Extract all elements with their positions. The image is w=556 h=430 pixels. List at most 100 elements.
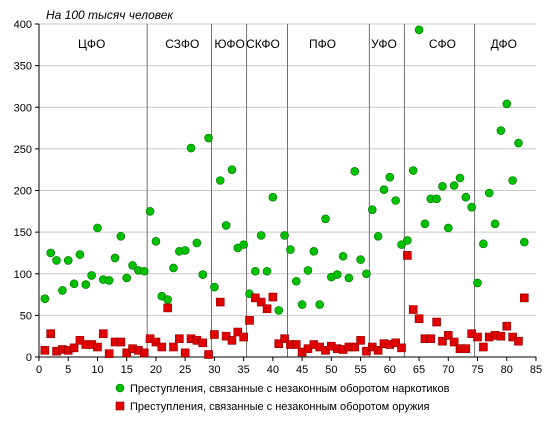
data-point bbox=[280, 334, 289, 343]
data-point bbox=[52, 256, 61, 265]
data-point bbox=[473, 332, 482, 342]
data-point bbox=[496, 126, 506, 135]
data-point bbox=[175, 334, 184, 343]
data-point bbox=[514, 138, 523, 148]
data-point bbox=[420, 219, 430, 229]
data-point bbox=[350, 342, 360, 352]
data-point bbox=[379, 185, 389, 194]
data-point bbox=[338, 251, 348, 261]
x-tick-label: 75 bbox=[471, 364, 483, 376]
data-point bbox=[484, 188, 494, 198]
data-point bbox=[520, 237, 529, 247]
region-dividers: ЦФО СЗФО ЮФО СКФО ПФО УФО СФО ДФО bbox=[78, 24, 517, 357]
legend: Преступления, связанные с незаконным обо… bbox=[115, 383, 450, 413]
data-point bbox=[151, 236, 161, 246]
data-point bbox=[75, 250, 85, 259]
data-point bbox=[256, 231, 266, 240]
data-point bbox=[169, 263, 178, 273]
data-point bbox=[467, 202, 476, 212]
region-label: ЦФО bbox=[78, 37, 105, 51]
y-tick-label: 400 bbox=[14, 19, 32, 31]
data-point bbox=[414, 314, 424, 324]
y-tick-label: 0 bbox=[26, 352, 32, 364]
data-point bbox=[145, 207, 155, 216]
series-weapons bbox=[40, 251, 529, 359]
x-tick-label: 60 bbox=[384, 364, 396, 376]
data-point bbox=[408, 305, 418, 314]
data-point bbox=[87, 271, 96, 280]
data-point bbox=[514, 336, 523, 346]
data-point bbox=[391, 338, 400, 348]
data-point bbox=[99, 329, 108, 338]
data-point bbox=[104, 349, 114, 358]
data-point bbox=[40, 294, 50, 304]
data-point bbox=[192, 238, 202, 248]
x-tick-label: 30 bbox=[208, 364, 220, 376]
x-tick-label: 50 bbox=[325, 364, 337, 376]
data-point bbox=[180, 246, 190, 255]
data-point bbox=[373, 231, 383, 241]
data-point bbox=[210, 282, 219, 292]
data-point bbox=[245, 316, 254, 325]
legend-marker bbox=[115, 401, 125, 411]
data-point bbox=[198, 338, 208, 348]
data-point bbox=[116, 231, 126, 241]
data-point bbox=[69, 343, 79, 353]
data-point bbox=[280, 231, 289, 240]
data-point bbox=[414, 25, 424, 35]
data-point bbox=[356, 255, 365, 264]
data-point bbox=[403, 251, 412, 260]
data-point bbox=[332, 270, 342, 279]
data-point bbox=[122, 273, 132, 283]
data-point bbox=[397, 343, 406, 353]
data-point bbox=[227, 336, 237, 345]
region-label: СФО bbox=[429, 37, 456, 51]
data-point bbox=[274, 339, 284, 348]
data-point bbox=[373, 346, 383, 355]
x-tick-label: 15 bbox=[121, 364, 133, 376]
data-point bbox=[502, 99, 512, 109]
x-tick-label: 70 bbox=[442, 364, 454, 376]
x-tick-label: 25 bbox=[179, 364, 191, 376]
data-point bbox=[291, 276, 301, 286]
y-tick-label: 250 bbox=[14, 144, 32, 156]
data-point bbox=[81, 280, 91, 289]
data-point bbox=[227, 165, 237, 174]
x-tick-label: 35 bbox=[238, 364, 250, 376]
data-point bbox=[58, 286, 67, 295]
data-point bbox=[63, 256, 73, 265]
data-point bbox=[215, 297, 225, 307]
x-tick-label: 0 bbox=[36, 364, 42, 376]
x-tick-label: 65 bbox=[413, 364, 425, 376]
data-point bbox=[204, 350, 213, 359]
data-point bbox=[473, 278, 482, 288]
data-point bbox=[204, 133, 213, 143]
data-point bbox=[274, 306, 284, 315]
data-point bbox=[163, 303, 172, 313]
data-point bbox=[210, 330, 219, 339]
data-point bbox=[408, 166, 418, 175]
data-point bbox=[139, 266, 149, 276]
data-point bbox=[110, 253, 120, 263]
data-point bbox=[449, 337, 459, 347]
data-point bbox=[479, 342, 488, 352]
series-drugs bbox=[40, 25, 529, 315]
data-point bbox=[163, 295, 172, 304]
legend-label: Преступления, связанные с незаконным обо… bbox=[130, 383, 450, 395]
data-point bbox=[169, 342, 178, 352]
data-point bbox=[198, 270, 208, 279]
data-point bbox=[520, 293, 529, 303]
data-point bbox=[455, 173, 465, 183]
region-label: УФО bbox=[371, 37, 397, 51]
axis-ticks: 0 50 100 150 200 250 300 350 400 0 5 10 15 20 25 30 35 40… bbox=[14, 19, 542, 376]
data-point bbox=[128, 261, 137, 270]
data-point bbox=[215, 176, 225, 185]
data-point bbox=[303, 266, 313, 275]
y-tick-label: 50 bbox=[20, 310, 32, 322]
region-label: ДФО bbox=[491, 37, 517, 51]
x-tick-label: 40 bbox=[267, 364, 279, 376]
data-point bbox=[93, 223, 102, 233]
region-label: СКФО bbox=[246, 37, 280, 51]
